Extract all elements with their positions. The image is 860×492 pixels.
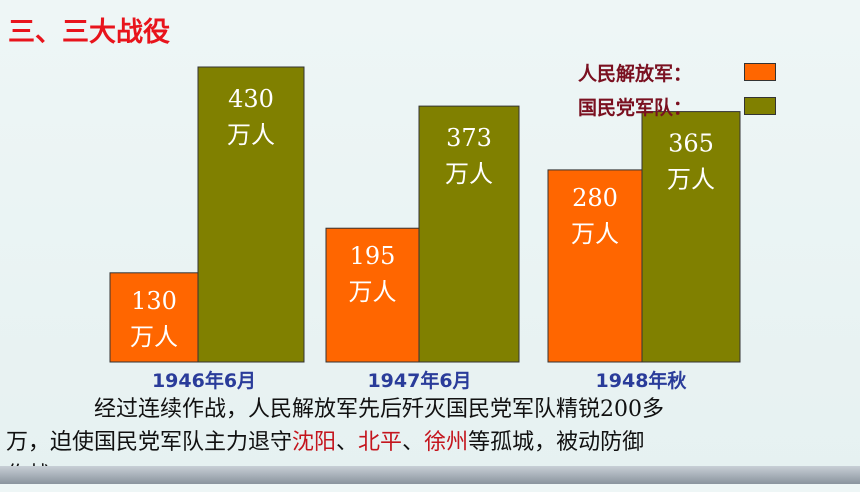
- bar: [109, 272, 199, 363]
- legend-label: 国民党军队：: [578, 96, 693, 119]
- bar-unit-label: 万人: [130, 323, 178, 351]
- paragraph-line: 万，迫使国民党军队主力退守沈阳、北平、徐州等孤城，被动防御: [6, 426, 846, 459]
- bar-value-label: 430: [228, 85, 274, 113]
- legend-label: 人民解放军：: [578, 62, 693, 85]
- category-label: 1946年6月: [152, 369, 256, 392]
- bar: [641, 111, 741, 363]
- summary-paragraph: 经过连续作战，人民解放军先后歼灭国民党军队精锐200多 万，迫使国民党军队主力退…: [6, 393, 846, 492]
- legend: 人民解放军： 国民党军队：: [578, 55, 776, 123]
- legend-swatch-olive: [744, 97, 776, 115]
- separator: 、: [336, 430, 359, 455]
- bar-value-label: 195: [350, 242, 396, 270]
- bar-unit-label: 万人: [571, 220, 619, 248]
- bar-value-label: 365: [668, 130, 714, 158]
- separator: 、: [402, 430, 425, 455]
- bar-value-label: 280: [572, 184, 618, 212]
- bar: [547, 169, 643, 363]
- bar-unit-label: 万人: [445, 160, 493, 188]
- category-label: 1948年秋: [596, 369, 688, 392]
- paragraph-text: 等孤城，被动防御: [468, 430, 645, 455]
- bar-unit-label: 万人: [227, 121, 275, 149]
- city-shenyang: 沈阳: [292, 430, 337, 455]
- page-title: 三、三大战役: [8, 17, 170, 48]
- paragraph-line: 经过连续作战，人民解放军先后歼灭国民党军队精锐200多: [94, 397, 664, 422]
- bar-chart: 130 万人 430 万人 1946年6月 195 万人 373 万人 1947年6月 280 万人 3…: [109, 66, 741, 392]
- paragraph-text: 万，迫使国民党军队主力退守: [6, 430, 293, 455]
- legend-item-pla: 人民解放军：: [578, 55, 776, 89]
- bar: [418, 105, 520, 363]
- city-beiping: 北平: [358, 430, 403, 455]
- legend-item-kmt: 国民党军队：: [578, 89, 776, 123]
- bar-value-label: 373: [446, 124, 492, 152]
- bottom-decoration: [0, 466, 860, 484]
- bar-unit-label: 万人: [349, 278, 397, 306]
- bar: [197, 66, 305, 363]
- bar-value-label: 130: [131, 287, 177, 315]
- legend-swatch-orange: [744, 63, 776, 81]
- category-label: 1947年6月: [367, 369, 471, 392]
- bar-unit-label: 万人: [667, 166, 715, 194]
- city-xuzhou: 徐州: [424, 430, 469, 455]
